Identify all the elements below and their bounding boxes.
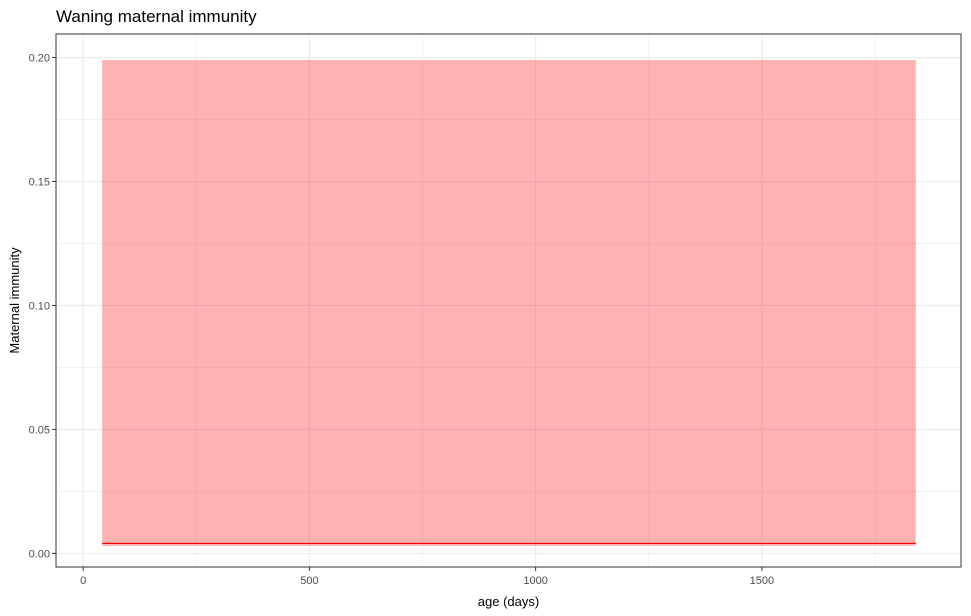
x-tick-label: 500 xyxy=(300,575,318,587)
plot-panel-border xyxy=(55,33,962,568)
x-tick-label: 0 xyxy=(80,575,86,587)
x-axis-title: age (days) xyxy=(478,594,539,609)
plot-marks xyxy=(102,60,916,546)
y-tick-label: 0.10 xyxy=(29,300,50,312)
grid xyxy=(56,34,961,567)
y-tick-label: 0.00 xyxy=(29,548,50,560)
y-tick-label: 0.20 xyxy=(29,53,50,65)
chart-title: Waning maternal immunity xyxy=(56,7,257,26)
axis-ticks: 0 500 1000 1500 0.00 0.05 0.10 0.15 0.20 xyxy=(29,53,775,587)
x-tick-label: 1500 xyxy=(750,575,774,587)
y-axis-title: Maternal immunity xyxy=(7,247,22,354)
x-tick-label: 1000 xyxy=(523,575,547,587)
y-tick-label: 0.05 xyxy=(29,424,50,436)
ribbon-area xyxy=(102,60,916,546)
y-tick-label: 0.15 xyxy=(29,177,50,189)
